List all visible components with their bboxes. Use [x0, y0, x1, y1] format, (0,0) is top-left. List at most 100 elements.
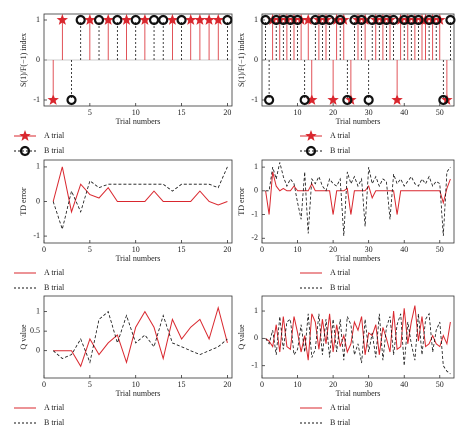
- circle-marker: [388, 14, 399, 26]
- x-tick-label: 5: [88, 108, 92, 117]
- star-marker: [139, 14, 151, 25]
- circle-marker: [66, 94, 77, 106]
- circle-marker: [148, 14, 160, 26]
- x-tick-label: 20: [223, 108, 231, 117]
- x-tick-label: 20: [329, 245, 337, 254]
- series-line: [265, 305, 451, 361]
- star-marker: [327, 94, 339, 105]
- star-marker: [120, 14, 133, 25]
- legend-label: B trial: [44, 418, 65, 427]
- x-tick-label: 10: [132, 245, 140, 254]
- y-tick-label: 0: [254, 186, 258, 195]
- star-marker: [102, 14, 114, 25]
- circle-marker: [363, 94, 374, 106]
- y-axis-label: Q value: [237, 324, 246, 350]
- y-axis-label: S(1)/F(−1) index: [19, 33, 28, 87]
- x-tick-label: 20: [223, 245, 231, 254]
- series-line: [265, 171, 451, 215]
- circle-marker: [176, 14, 187, 26]
- circle-marker: [438, 94, 449, 106]
- x-tick-label: 0: [260, 380, 264, 389]
- x-tick-label: 20: [329, 108, 337, 117]
- series-line: [265, 162, 451, 236]
- x-tick-label: 50: [436, 108, 444, 117]
- star-marker: [302, 14, 314, 25]
- x-axis-label: Trial numbers: [336, 117, 381, 126]
- circle-marker: [356, 14, 367, 26]
- legend-label: B trial: [330, 418, 351, 427]
- y-tick-label: -1: [33, 95, 40, 104]
- y-tick-label: 0: [36, 55, 40, 64]
- plot-frame: [261, 159, 455, 244]
- star-marker: [19, 130, 31, 141]
- plot-frame: [43, 295, 233, 379]
- circle-marker: [445, 14, 456, 26]
- x-tick-label: 30: [365, 108, 373, 117]
- legend-label: A trial: [44, 131, 65, 140]
- y-tick-label: 1: [36, 15, 40, 24]
- circle-marker: [299, 94, 310, 106]
- circle-marker: [260, 14, 271, 26]
- x-tick-label: 5: [88, 245, 92, 254]
- legend-label: B trial: [330, 146, 351, 155]
- circle-marker: [158, 14, 169, 26]
- x-axis-label: Trial numbers: [336, 254, 381, 263]
- star-marker: [306, 94, 318, 105]
- y-tick-label: -2: [251, 233, 258, 242]
- y-tick-label: -1: [251, 95, 258, 104]
- x-tick-label: 50: [436, 380, 444, 389]
- y-tick-label: 1: [254, 15, 258, 24]
- series-line: [52, 166, 228, 214]
- x-tick-label: 0: [42, 380, 46, 389]
- y-tick-label: 1: [36, 162, 40, 171]
- x-axis-label: Trial numbers: [336, 389, 381, 398]
- x-tick-label: 10: [294, 380, 302, 389]
- circle-marker: [324, 14, 335, 26]
- x-axis-label: Trial numbers: [116, 117, 161, 126]
- y-axis-label: S(1)/F(−1) index: [237, 33, 246, 87]
- y-tick-label: 0.5: [30, 326, 40, 335]
- x-tick-label: 40: [400, 245, 408, 254]
- y-tick-label: 0: [254, 55, 258, 64]
- legend-label: B trial: [44, 146, 65, 155]
- y-tick-label: -1: [251, 361, 258, 370]
- legend-label: B trial: [44, 283, 65, 292]
- circle-marker: [335, 14, 346, 26]
- y-tick-label: 1: [36, 306, 40, 315]
- x-tick-label: 5: [88, 380, 92, 389]
- y-tick-label: -1: [33, 231, 40, 240]
- y-axis-label: Q value: [19, 324, 28, 350]
- legend-label: A trial: [330, 268, 351, 277]
- x-tick-label: 40: [400, 108, 408, 117]
- circle-marker: [222, 14, 233, 26]
- circle-marker: [264, 94, 275, 106]
- star-marker: [56, 14, 68, 25]
- x-tick-label: 30: [365, 380, 373, 389]
- x-tick-label: 15: [178, 108, 186, 117]
- y-tick-label: -1: [251, 209, 258, 218]
- y-tick-label: 1: [254, 162, 258, 171]
- circle-marker: [19, 145, 31, 157]
- star-marker: [194, 14, 206, 25]
- legend-label: A trial: [44, 403, 65, 412]
- legend-label: B trial: [330, 283, 351, 292]
- x-tick-label: 15: [178, 245, 186, 254]
- circle-marker: [75, 14, 86, 26]
- circle-marker: [93, 14, 105, 26]
- star-marker: [185, 14, 197, 25]
- star-marker: [84, 14, 96, 25]
- circle-marker: [305, 145, 317, 157]
- x-tick-label: 10: [294, 245, 302, 254]
- circle-marker: [112, 14, 123, 26]
- y-tick-label: 1: [254, 306, 258, 315]
- series-line: [53, 305, 228, 368]
- x-tick-label: 40: [400, 380, 408, 389]
- circle-marker: [413, 14, 424, 26]
- circle-marker: [342, 94, 353, 106]
- circle-marker: [292, 14, 303, 26]
- x-tick-label: 20: [223, 380, 231, 389]
- x-axis-label: Trial numbers: [116, 254, 161, 263]
- x-tick-label: 10: [294, 108, 302, 117]
- series-line: [52, 310, 228, 364]
- x-tick-label: 15: [178, 380, 186, 389]
